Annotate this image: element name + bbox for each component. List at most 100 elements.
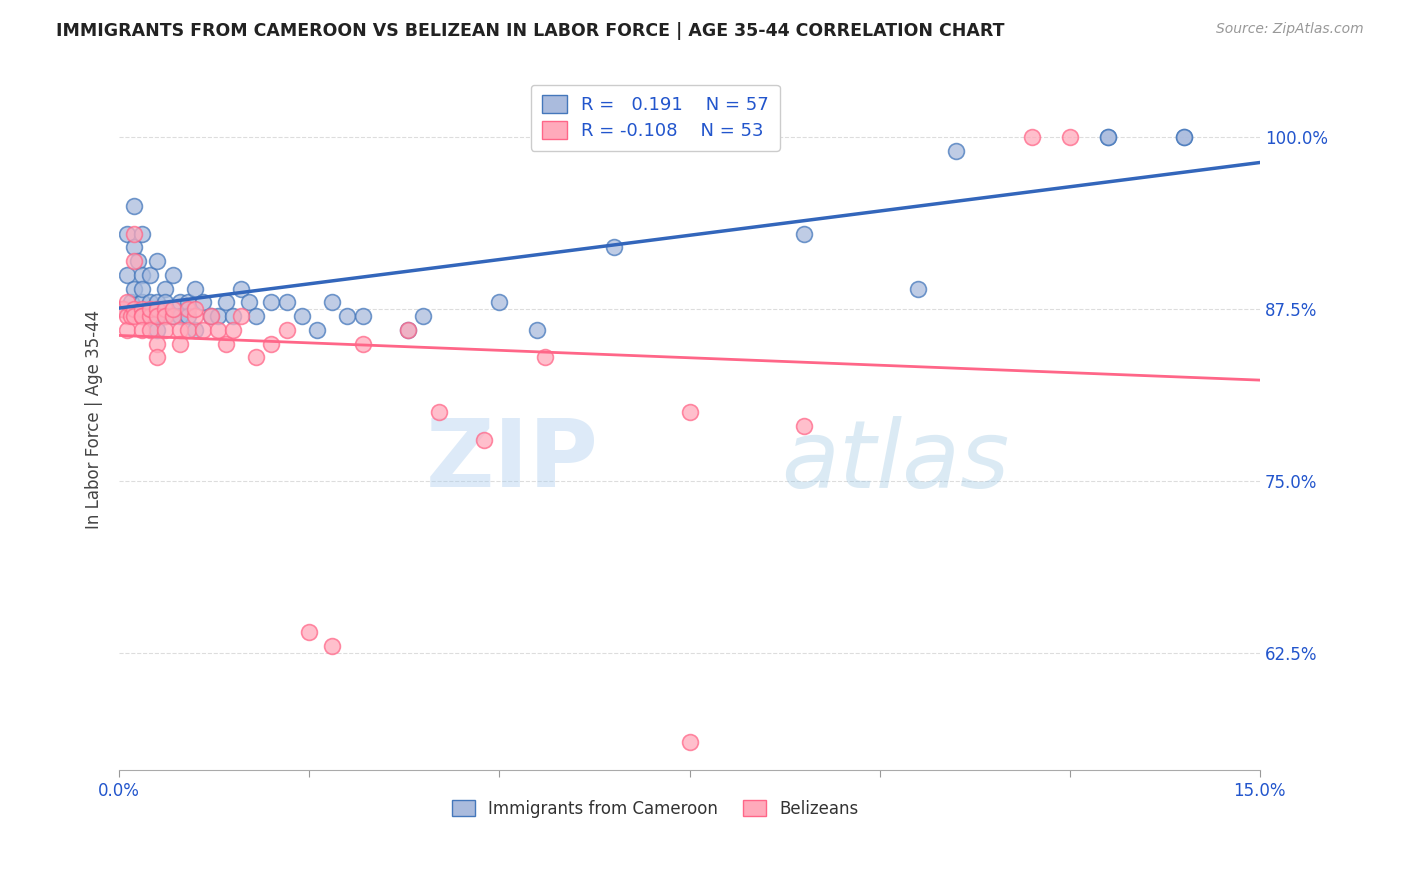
Point [276, 323, 298, 337]
Point [177, 302, 200, 317]
Point [146, 336, 169, 351]
Point [115, 227, 138, 241]
Point [115, 268, 138, 282]
Point [412, 309, 434, 323]
Point [907, 282, 929, 296]
Point [124, 254, 146, 268]
Point [120, 295, 142, 310]
Point [138, 268, 160, 282]
Y-axis label: In Labor Force | Age 35-44: In Labor Force | Age 35-44 [86, 310, 103, 529]
Point [602, 240, 624, 254]
Point [131, 302, 153, 317]
Point [177, 295, 200, 310]
Point [1173, 130, 1195, 145]
Point [138, 323, 160, 337]
Point [131, 227, 153, 241]
Point [1059, 130, 1081, 145]
Text: atlas: atlas [780, 416, 1010, 507]
Point [120, 309, 142, 323]
Point [222, 323, 245, 337]
Point [162, 309, 184, 323]
Point [207, 323, 229, 337]
Point [305, 323, 328, 337]
Point [336, 309, 359, 323]
Point [298, 625, 321, 640]
Point [169, 323, 191, 337]
Point [131, 309, 153, 323]
Point [115, 323, 138, 337]
Point [146, 309, 169, 323]
Point [229, 282, 252, 296]
Point [131, 282, 153, 296]
Point [207, 309, 229, 323]
Point [115, 309, 138, 323]
Point [191, 323, 214, 337]
Point [191, 295, 214, 310]
Point [200, 309, 222, 323]
Point [427, 405, 450, 419]
Point [260, 336, 283, 351]
Point [291, 309, 314, 323]
Point [146, 254, 169, 268]
Point [162, 268, 184, 282]
Point [222, 309, 245, 323]
Point [153, 309, 176, 323]
Point [1173, 130, 1195, 145]
Point [245, 309, 267, 323]
Point [153, 282, 176, 296]
Point [162, 309, 184, 323]
Point [138, 309, 160, 323]
Point [124, 302, 146, 317]
Point [169, 336, 191, 351]
Point [184, 309, 207, 323]
Point [396, 323, 419, 337]
Point [229, 309, 252, 323]
Point [146, 295, 169, 310]
Point [793, 419, 815, 434]
Point [488, 295, 510, 310]
Point [169, 295, 191, 310]
Point [162, 302, 184, 317]
Point [146, 351, 169, 365]
Point [124, 282, 146, 296]
Point [678, 735, 700, 749]
Point [153, 302, 176, 317]
Point [177, 309, 200, 323]
Point [131, 295, 153, 310]
Point [260, 295, 283, 310]
Point [112, 302, 135, 317]
Point [1021, 130, 1043, 145]
Point [215, 295, 238, 310]
Legend: Immigrants from Cameroon, Belizeans: Immigrants from Cameroon, Belizeans [444, 794, 866, 825]
Point [396, 323, 419, 337]
Point [124, 227, 146, 241]
Point [177, 323, 200, 337]
Point [124, 240, 146, 254]
Point [1097, 130, 1119, 145]
Point [153, 309, 176, 323]
Point [131, 268, 153, 282]
Point [146, 309, 169, 323]
Point [200, 309, 222, 323]
Point [146, 323, 169, 337]
Text: IMMIGRANTS FROM CAMEROON VS BELIZEAN IN LABOR FORCE | AGE 35-44 CORRELATION CHAR: IMMIGRANTS FROM CAMEROON VS BELIZEAN IN … [56, 22, 1005, 40]
Point [534, 351, 557, 365]
Point [115, 295, 138, 310]
Point [169, 309, 191, 323]
Point [138, 309, 160, 323]
Point [352, 309, 374, 323]
Point [184, 302, 207, 317]
Point [1097, 130, 1119, 145]
Point [146, 302, 169, 317]
Point [110, 302, 132, 317]
Point [793, 227, 815, 241]
Point [321, 295, 343, 310]
Point [321, 639, 343, 653]
Point [184, 323, 207, 337]
Point [184, 282, 207, 296]
Point [127, 254, 149, 268]
Point [245, 351, 267, 365]
Point [215, 336, 238, 351]
Point [526, 323, 548, 337]
Point [112, 302, 135, 317]
